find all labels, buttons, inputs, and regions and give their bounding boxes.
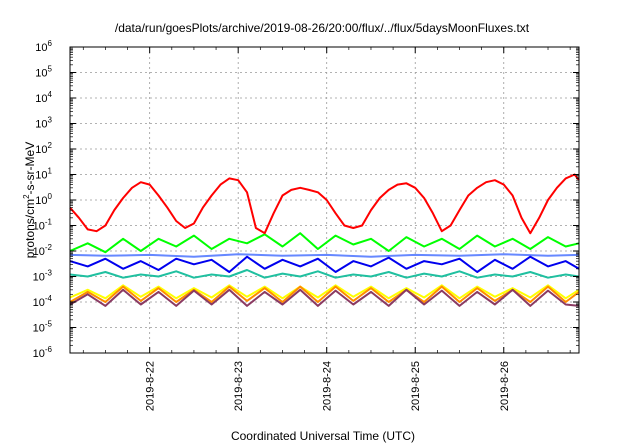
y-tick-label: 100 — [35, 192, 52, 207]
y-tick-exp: -5 — [45, 320, 53, 329]
y-tick-exp: 0 — [48, 192, 53, 201]
x-tick-labels: 2019-8-22 2019-8-23 2019-8-24 2019-8-25 2019… — [145, 361, 511, 411]
y-tick-exp: 3 — [48, 116, 53, 125]
series-line-5 — [69, 284, 580, 300]
y-tick-base: 10 — [35, 93, 47, 105]
y-tick-base: 10 — [35, 195, 47, 207]
y-axis-label-base: protons/cm — [23, 199, 37, 258]
y-tick-base: 10 — [35, 68, 47, 80]
y-tick-label: 105 — [35, 65, 52, 80]
y-tick-label: 10-5 — [33, 320, 53, 335]
chart-title: /data/run/goesPlots/archive/2019-08-26/2… — [115, 21, 530, 35]
y-tick-label: 106 — [35, 39, 52, 54]
y-tick-exp: 4 — [48, 90, 53, 99]
x-tick-label: 2019-8-26 — [499, 361, 511, 411]
y-tick-exp: -3 — [45, 269, 53, 278]
y-tick-base: 10 — [33, 323, 45, 335]
y-tick-base: 10 — [33, 246, 45, 258]
x-tick-label: 2019-8-25 — [410, 361, 422, 411]
series-line-4 — [69, 269, 580, 279]
y-tick-exp: -4 — [45, 294, 53, 303]
y-tick-exp: 6 — [48, 39, 53, 48]
y-tick-base: 10 — [33, 297, 45, 309]
series-line-2 — [69, 255, 580, 273]
y-tick-base: 10 — [35, 144, 47, 156]
y-tick-exp: 1 — [48, 167, 53, 176]
y-tick-exp: -1 — [45, 218, 53, 227]
axis-ticks — [70, 46, 579, 354]
grid-lines — [70, 47, 579, 353]
y-tick-base: 10 — [33, 272, 45, 284]
series-line-0 — [69, 173, 580, 235]
y-tick-label: 10-2 — [33, 243, 53, 258]
series-line-3 — [69, 253, 580, 258]
y-tick-base: 10 — [35, 170, 47, 182]
y-tick-exp: 5 — [48, 65, 53, 74]
y-axis-label-rest: -s-sr-MeV — [23, 142, 37, 195]
y-tick-exp: -2 — [45, 243, 53, 252]
y-tick-label: 102 — [35, 141, 52, 156]
y-tick-base: 10 — [35, 42, 47, 54]
y-tick-label: 104 — [35, 90, 52, 105]
y-tick-exp: -6 — [45, 345, 53, 354]
y-tick-base: 10 — [33, 221, 45, 233]
series-line-7 — [69, 288, 580, 307]
y-tick-labels: 10-610-510-410-310-210-11001011021031041… — [33, 39, 53, 360]
y-tick-base: 10 — [35, 119, 47, 131]
y-tick-exp: 2 — [48, 141, 53, 150]
x-tick-label: 2019-8-24 — [322, 361, 334, 411]
y-tick-label: 10-1 — [33, 218, 53, 233]
series-line-6 — [69, 285, 580, 303]
y-tick-label: 10-3 — [33, 269, 53, 284]
x-tick-label: 2019-8-23 — [233, 361, 245, 411]
y-axis-label-exp: 2 — [22, 194, 31, 199]
y-tick-base: 10 — [33, 348, 45, 360]
y-axis-label: protons/cm2-s-sr-MeV — [22, 142, 37, 258]
x-tick-label: 2019-8-22 — [145, 361, 157, 411]
y-tick-label: 103 — [35, 116, 52, 131]
y-tick-label: 101 — [35, 167, 52, 182]
series-layer — [69, 173, 580, 307]
y-tick-label: 10-4 — [33, 294, 53, 309]
series-line-1 — [69, 232, 580, 254]
x-axis-label: Coordinated Universal Time (UTC) — [231, 429, 415, 443]
y-tick-label: 10-6 — [33, 345, 53, 360]
